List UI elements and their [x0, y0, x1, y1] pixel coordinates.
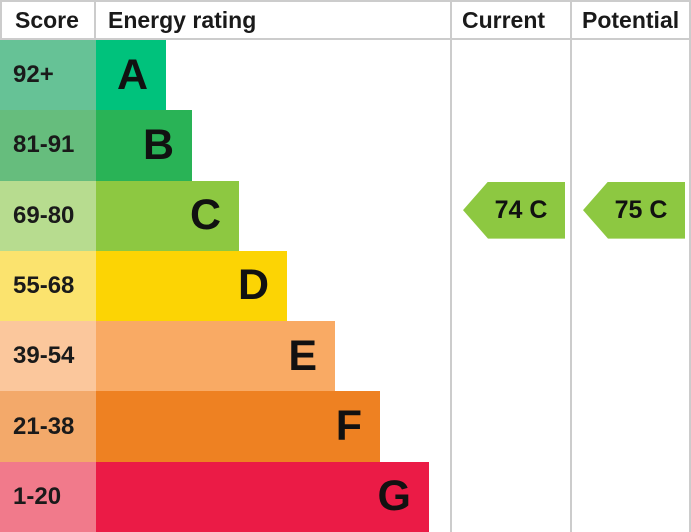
current-cell [450, 391, 570, 462]
current-cell: 74 C [450, 180, 570, 251]
header-score: Score [0, 2, 96, 38]
bar-area: C [96, 180, 450, 251]
bar-area: G [96, 461, 450, 532]
rating-bar: B [96, 110, 192, 181]
bar-area: A [96, 40, 450, 111]
current-cell [450, 321, 570, 392]
rating-bar: E [96, 321, 335, 392]
potential-cell [570, 391, 689, 462]
current-cell [450, 40, 570, 111]
band-row-g: 1-20 G [0, 461, 689, 532]
rating-bar: F [96, 391, 380, 462]
potential-cell [570, 321, 689, 392]
score-cell: 55-68 [0, 250, 96, 322]
bar-area: F [96, 391, 450, 462]
score-cell: 81-91 [0, 110, 96, 181]
band-row-e: 39-54 E [0, 321, 689, 392]
score-cell: 21-38 [0, 391, 96, 462]
potential-cell [570, 40, 689, 111]
potential-cell [570, 250, 689, 322]
score-cell: 39-54 [0, 321, 96, 392]
header-current: Current [450, 2, 570, 38]
current-cell [450, 250, 570, 322]
score-cell: 92+ [0, 40, 96, 111]
current-rating-arrow: 74 C [463, 181, 565, 239]
bar-area: D [96, 250, 450, 322]
potential-rating-arrow: 75 C [583, 181, 685, 239]
current-cell [450, 110, 570, 181]
header-energy-rating: Energy rating [108, 6, 257, 33]
potential-cell [570, 110, 689, 181]
current-cell [450, 461, 570, 532]
band-row-d: 55-68 D [0, 250, 689, 322]
band-row-f: 21-38 F [0, 391, 689, 462]
band-row-b: 81-91 B [0, 110, 689, 181]
rating-bar: C [96, 180, 239, 251]
rating-bar: G [96, 461, 429, 532]
score-cell: 1-20 [0, 461, 96, 532]
potential-cell [570, 461, 689, 532]
chart-body: 92+ A 81-91 B 69-80 C 74 C 75 C [0, 38, 689, 532]
rating-bar: A [96, 40, 166, 111]
bar-area: B [96, 110, 450, 181]
bar-area: E [96, 321, 450, 392]
band-row-c: 69-80 C 74 C 75 C [0, 180, 689, 251]
band-row-a: 92+ A [0, 40, 689, 111]
header-potential: Potential [570, 2, 689, 38]
score-cell: 69-80 [0, 180, 96, 251]
potential-cell: 75 C [570, 180, 689, 251]
rating-bar: D [96, 250, 287, 322]
header-row: Score Energy rating Current Potential [0, 2, 689, 38]
